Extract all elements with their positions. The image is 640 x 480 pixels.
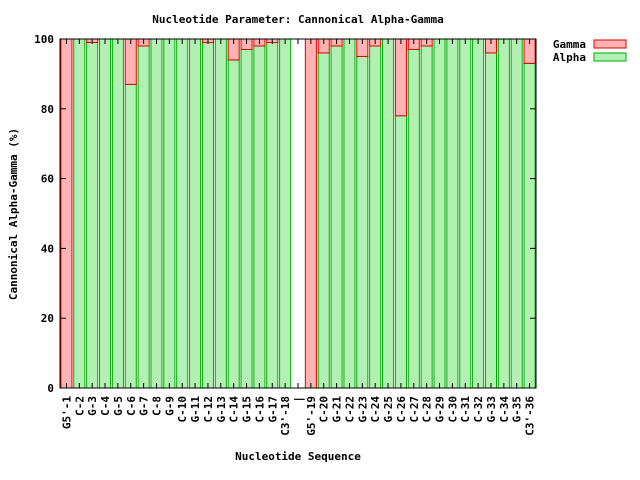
bar-alpha-4 <box>111 38 124 389</box>
x-tick-label-13: C-14 <box>228 396 241 423</box>
bar-alpha-15 <box>253 45 266 389</box>
x-tick-label-7: C-8 <box>150 396 163 416</box>
bar-alpha-32 <box>472 38 485 389</box>
bar-alpha-7 <box>150 38 163 389</box>
x-tick-label-33: G-33 <box>485 396 498 423</box>
bar-alpha-11 <box>201 41 214 389</box>
y-tick-label-2: 40 <box>41 242 54 255</box>
bar-alpha-13 <box>227 59 240 389</box>
x-tick-label-16: G-17 <box>266 396 279 423</box>
y-tick-label-3: 60 <box>41 173 54 186</box>
bar-alpha-8 <box>163 38 176 389</box>
y-axis: 0 20 40 60 80 100 <box>34 33 536 395</box>
bar-alpha-3 <box>98 38 112 389</box>
x-tick-label-0: G5'-1 <box>60 396 73 429</box>
y-tick-label-5: 100 <box>34 33 54 46</box>
x-tick-label-5: C-6 <box>125 396 138 416</box>
legend: Gamma Alpha <box>553 38 627 64</box>
bar-alpha-30 <box>446 38 459 389</box>
bars-group <box>60 38 536 389</box>
bar-alpha-33 <box>484 52 498 389</box>
bar-alpha-17 <box>279 38 292 389</box>
bar-alpha-22 <box>343 38 356 389</box>
x-axis-label: Nucleotide Sequence <box>235 450 361 463</box>
x-tick-label-17: C3'-18 <box>279 396 292 436</box>
x-tick-label-2: G-3 <box>86 396 99 416</box>
bar-alpha-21 <box>330 45 343 389</box>
x-tick-label-20: C-20 <box>318 396 331 423</box>
x-tick-label-26: C-26 <box>395 396 408 423</box>
x-tick-label-23: G-23 <box>356 396 369 423</box>
bar-alpha-16 <box>266 41 279 389</box>
bar-alpha-29 <box>433 38 446 389</box>
legend-swatch-alpha <box>593 52 627 62</box>
x-tick-label-28: C-28 <box>421 396 434 423</box>
bar-alpha-24 <box>369 45 382 389</box>
bar-alpha-9 <box>176 38 189 389</box>
bar-alpha-34 <box>497 38 510 389</box>
x-tick-label-24: C-24 <box>369 396 382 423</box>
x-tick-label-10: G-11 <box>189 396 202 423</box>
bar-alpha-27 <box>407 48 420 389</box>
legend-label-alpha: Alpha <box>553 51 586 64</box>
x-tick-label-12: G-13 <box>215 396 228 423</box>
bar-alpha-35 <box>510 38 523 389</box>
bar-alpha-20 <box>317 52 330 389</box>
legend-swatch-gamma <box>593 39 627 49</box>
x-tick-label-19: G5'-19 <box>305 396 318 436</box>
bar-alpha-1 <box>73 38 86 389</box>
bar-alpha-25 <box>382 38 395 389</box>
x-tick-label-31: C-31 <box>459 396 472 423</box>
bar-gamma-5 <box>124 38 137 85</box>
x-tick-label-22: C-22 <box>343 396 356 423</box>
x-tick-label-3: C-4 <box>99 396 112 416</box>
y-axis-label: Cannonical Alpha-Gamma (%) <box>7 128 20 300</box>
x-tick-label-29: G-29 <box>434 396 447 423</box>
bar-alpha-31 <box>459 38 472 389</box>
bar-alpha-2 <box>86 41 99 389</box>
bar-gamma-26 <box>394 38 407 117</box>
x-tick-label-32: C-32 <box>472 396 485 423</box>
bar-alpha-14 <box>240 48 253 389</box>
x-tick-label-36: C3'-36 <box>524 396 537 436</box>
bar-gamma-19 <box>304 38 317 389</box>
x-tick-label-27: C-27 <box>408 396 421 423</box>
y-tick-label-1: 20 <box>41 312 54 325</box>
x-tick-label-1: C-2 <box>73 396 86 416</box>
x-tick-label-35: G-35 <box>511 396 524 423</box>
bar-alpha-10 <box>189 38 202 389</box>
x-tick-label-34: C-34 <box>498 396 511 423</box>
bar-alpha-6 <box>137 45 150 389</box>
legend-label-gamma: Gamma <box>553 38 586 51</box>
x-axis: G5'-1 C-2 G-3 C-4 G-5 C-6 G-7 C-8 G-9 C-10 G-11 C-1… <box>60 39 537 436</box>
y-tick-label-4: 80 <box>41 103 54 116</box>
x-tick-label-6: G-7 <box>138 396 151 416</box>
bar-alpha-23 <box>356 55 369 389</box>
x-tick-label-30: C-30 <box>446 396 459 423</box>
y-tick-label-0: 0 <box>47 382 54 395</box>
x-tick-label-15: C-16 <box>253 396 266 423</box>
bar-gamma-0 <box>60 38 73 389</box>
x-tick-label-14: G-15 <box>241 396 254 423</box>
x-tick-label-25: G-25 <box>382 396 395 423</box>
x-tick-label-11: C-12 <box>202 396 215 423</box>
chart-title: Nucleotide Parameter: Cannonical Alpha-G… <box>152 13 443 26</box>
bar-alpha-26 <box>394 115 407 389</box>
bar-alpha-5 <box>124 83 137 389</box>
x-tick-label-18: | <box>292 396 305 403</box>
bar-alpha-36 <box>523 62 536 389</box>
x-tick-label-21: G-21 <box>331 396 344 423</box>
x-tick-label-8: G-9 <box>163 396 176 416</box>
x-tick-label-4: G-5 <box>112 396 125 416</box>
bar-alpha-12 <box>214 38 227 389</box>
x-tick-label-9: C-10 <box>176 396 189 423</box>
bar-alpha-28 <box>420 45 433 389</box>
